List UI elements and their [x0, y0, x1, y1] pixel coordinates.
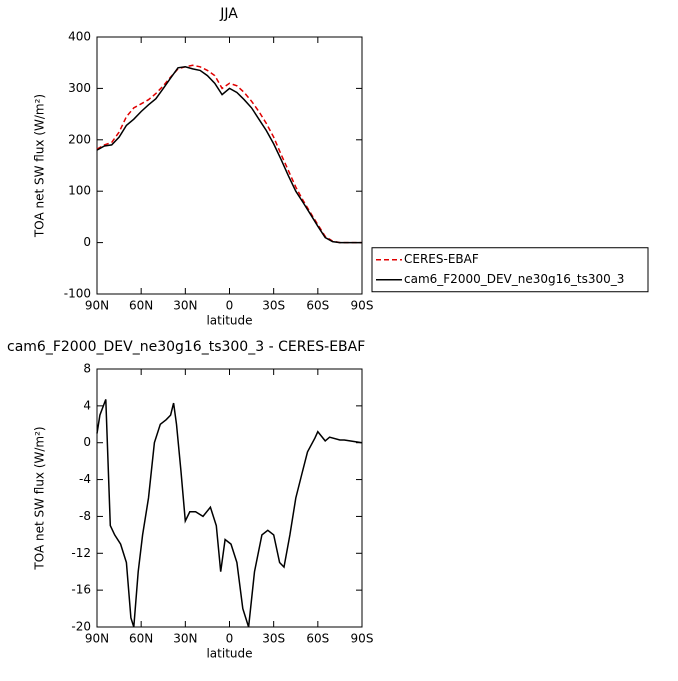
- x-axis-label: latitude: [206, 647, 252, 661]
- legend-label: cam6_F2000_DEV_ne30g16_ts300_3: [404, 272, 624, 286]
- data-line: [96, 64, 362, 244]
- y-axis-label: TOA net SW flux (W/m²): [33, 94, 47, 238]
- plot-frame: [96, 36, 363, 295]
- y-tick-label: 0: [83, 235, 91, 249]
- y-tick-label: 8: [83, 362, 91, 376]
- y-tick-label: 4: [83, 398, 91, 412]
- y-tick-label: -100: [64, 287, 91, 301]
- x-tick-label: 90S: [351, 299, 374, 313]
- x-tick-label: 90N: [85, 299, 109, 313]
- x-tick-label: 60S: [306, 632, 329, 646]
- x-tick-label: 0: [226, 632, 234, 646]
- y-tick-label: -8: [79, 509, 91, 523]
- y-tick-label: 200: [68, 132, 91, 146]
- x-tick-label: 30S: [262, 632, 285, 646]
- x-tick-label: 30N: [173, 299, 197, 313]
- data-line: [96, 66, 362, 244]
- x-tick-label: 0: [226, 299, 234, 313]
- legend-box: [371, 247, 649, 293]
- data-line: [96, 399, 363, 628]
- x-tick-label: 60N: [129, 299, 153, 313]
- y-tick-label: 100: [68, 184, 91, 198]
- y-tick-label: -12: [71, 546, 91, 560]
- y-tick-label: -16: [71, 583, 91, 597]
- y-tick-label: 400: [68, 30, 91, 44]
- y-tick-label: -4: [79, 472, 91, 486]
- x-axis-label: latitude: [206, 314, 252, 328]
- x-tick-label: 90S: [351, 632, 374, 646]
- chart-title: cam6_F2000_DEV_ne30g16_ts300_3 - CERES-E…: [7, 339, 365, 355]
- x-tick-label: 30N: [173, 632, 197, 646]
- y-tick-label: -20: [71, 620, 91, 634]
- x-tick-label: 30S: [262, 299, 285, 313]
- x-tick-label: 60N: [129, 632, 153, 646]
- chart-title: JJA: [219, 6, 238, 22]
- x-tick-label: 90N: [85, 632, 109, 646]
- y-tick-label: 0: [83, 435, 91, 449]
- legend-label: CERES-EBAF: [404, 252, 479, 266]
- x-tick-label: 60S: [306, 299, 329, 313]
- y-tick-label: 300: [68, 81, 91, 95]
- y-axis-label: TOA net SW flux (W/m²): [33, 426, 47, 570]
